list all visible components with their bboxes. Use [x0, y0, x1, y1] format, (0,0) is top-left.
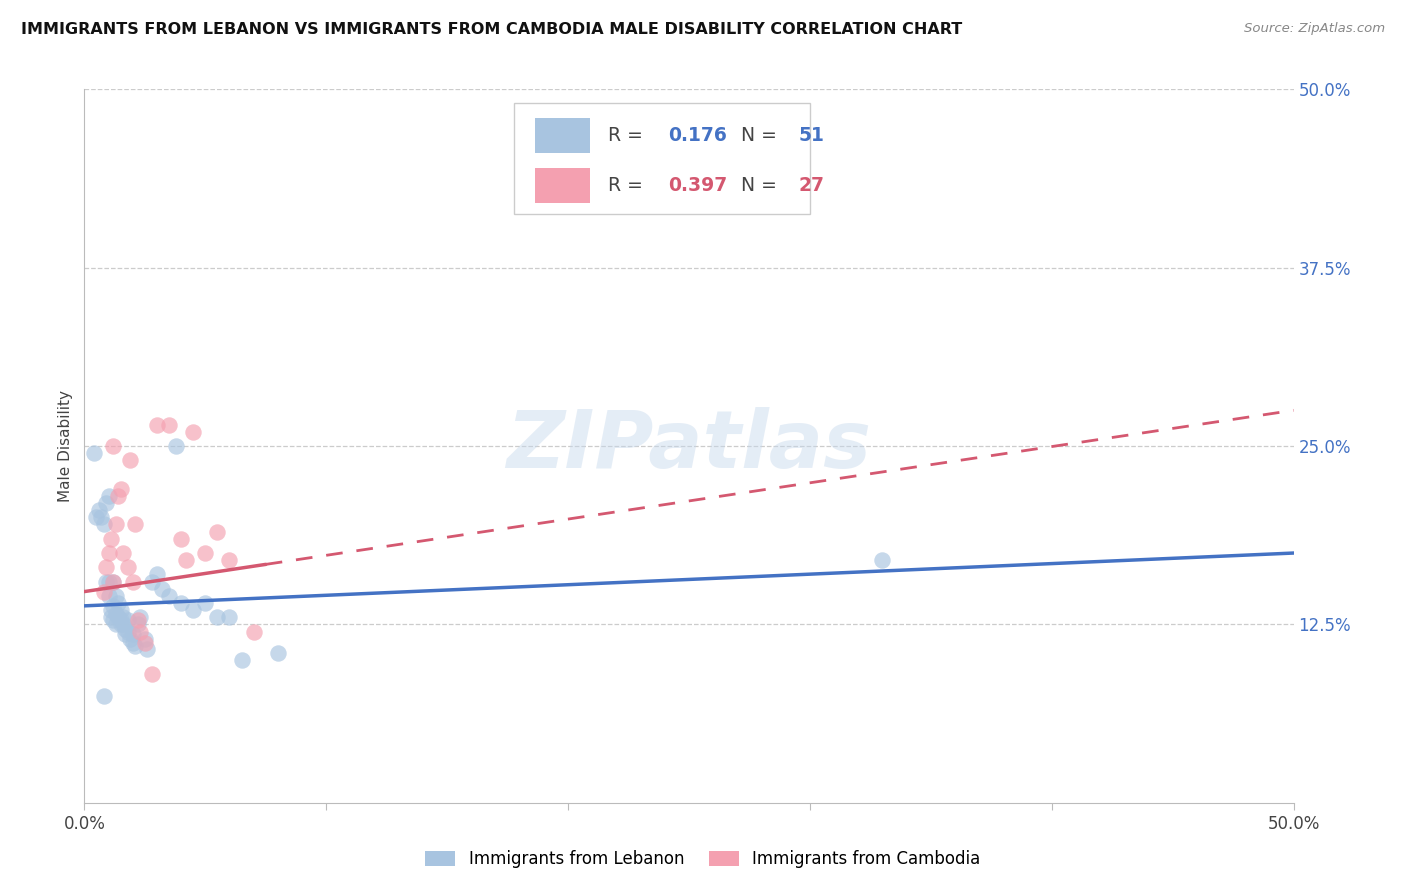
Legend: Immigrants from Lebanon, Immigrants from Cambodia: Immigrants from Lebanon, Immigrants from…	[419, 844, 987, 875]
Y-axis label: Male Disability: Male Disability	[58, 390, 73, 502]
Point	[93, 689, 115, 703]
Point	[194, 596, 217, 610]
Point	[231, 653, 253, 667]
Point	[103, 574, 125, 589]
Point	[207, 524, 229, 539]
Point	[141, 574, 163, 589]
Point	[94, 560, 117, 574]
Point	[112, 546, 135, 560]
Point	[129, 624, 152, 639]
Point	[181, 425, 204, 439]
Point	[136, 641, 159, 656]
Point	[120, 632, 142, 646]
FancyBboxPatch shape	[513, 103, 810, 214]
Point	[112, 617, 135, 632]
Point	[157, 589, 180, 603]
Point	[117, 624, 139, 639]
Point	[114, 622, 136, 636]
Point	[129, 610, 152, 624]
Point	[141, 667, 163, 681]
Text: N =: N =	[741, 176, 783, 195]
Point	[93, 584, 115, 599]
Point	[218, 553, 240, 567]
Point	[107, 596, 129, 610]
Point	[242, 624, 264, 639]
Point	[100, 603, 122, 617]
Point	[181, 603, 204, 617]
Text: 0.397: 0.397	[668, 176, 728, 195]
Point	[110, 613, 132, 627]
Point	[107, 610, 129, 624]
Point	[121, 574, 143, 589]
Point	[124, 517, 146, 532]
Text: 51: 51	[799, 126, 825, 145]
Point	[114, 627, 136, 641]
Bar	[536, 169, 589, 202]
Point	[117, 613, 139, 627]
Point	[110, 482, 132, 496]
Point	[127, 613, 149, 627]
Point	[97, 489, 120, 503]
Point	[103, 574, 125, 589]
Text: IMMIGRANTS FROM LEBANON VS IMMIGRANTS FROM CAMBODIA MALE DISABILITY CORRELATION : IMMIGRANTS FROM LEBANON VS IMMIGRANTS FR…	[21, 22, 962, 37]
Point	[112, 610, 135, 624]
Point	[103, 599, 125, 613]
Point	[94, 496, 117, 510]
Text: 0.176: 0.176	[668, 126, 727, 145]
Point	[120, 453, 142, 467]
Point	[104, 607, 127, 622]
Point	[103, 439, 125, 453]
Point	[146, 567, 169, 582]
Point	[83, 446, 105, 460]
Point	[170, 532, 193, 546]
Point	[110, 603, 132, 617]
Point	[165, 439, 187, 453]
Point	[146, 417, 169, 432]
Point	[207, 610, 229, 624]
Point	[157, 417, 180, 432]
Point	[94, 574, 117, 589]
Point	[134, 636, 156, 650]
Point	[90, 510, 112, 524]
Point	[124, 639, 146, 653]
Point	[87, 503, 110, 517]
Point	[127, 617, 149, 632]
Point	[100, 532, 122, 546]
Point	[97, 589, 120, 603]
Point	[104, 617, 127, 632]
Point	[103, 613, 125, 627]
Text: Source: ZipAtlas.com: Source: ZipAtlas.com	[1244, 22, 1385, 36]
Point	[194, 546, 217, 560]
Bar	[536, 119, 589, 153]
Point	[104, 517, 127, 532]
Point	[872, 553, 894, 567]
Point	[174, 553, 197, 567]
Point	[86, 510, 108, 524]
Text: ZIPatlas: ZIPatlas	[506, 407, 872, 485]
Point	[97, 574, 120, 589]
Point	[93, 517, 115, 532]
Point	[121, 636, 143, 650]
Point	[134, 632, 156, 646]
Text: N =: N =	[741, 126, 783, 145]
Text: R =: R =	[607, 126, 648, 145]
Point	[170, 596, 193, 610]
Point	[267, 646, 290, 660]
Text: R =: R =	[607, 176, 648, 195]
Point	[150, 582, 173, 596]
Point	[218, 610, 240, 624]
Point	[107, 489, 129, 503]
Point	[117, 560, 139, 574]
Point	[97, 546, 120, 560]
Point	[104, 589, 127, 603]
Point	[100, 610, 122, 624]
Point	[121, 627, 143, 641]
Point	[110, 617, 132, 632]
Text: 27: 27	[799, 176, 825, 195]
